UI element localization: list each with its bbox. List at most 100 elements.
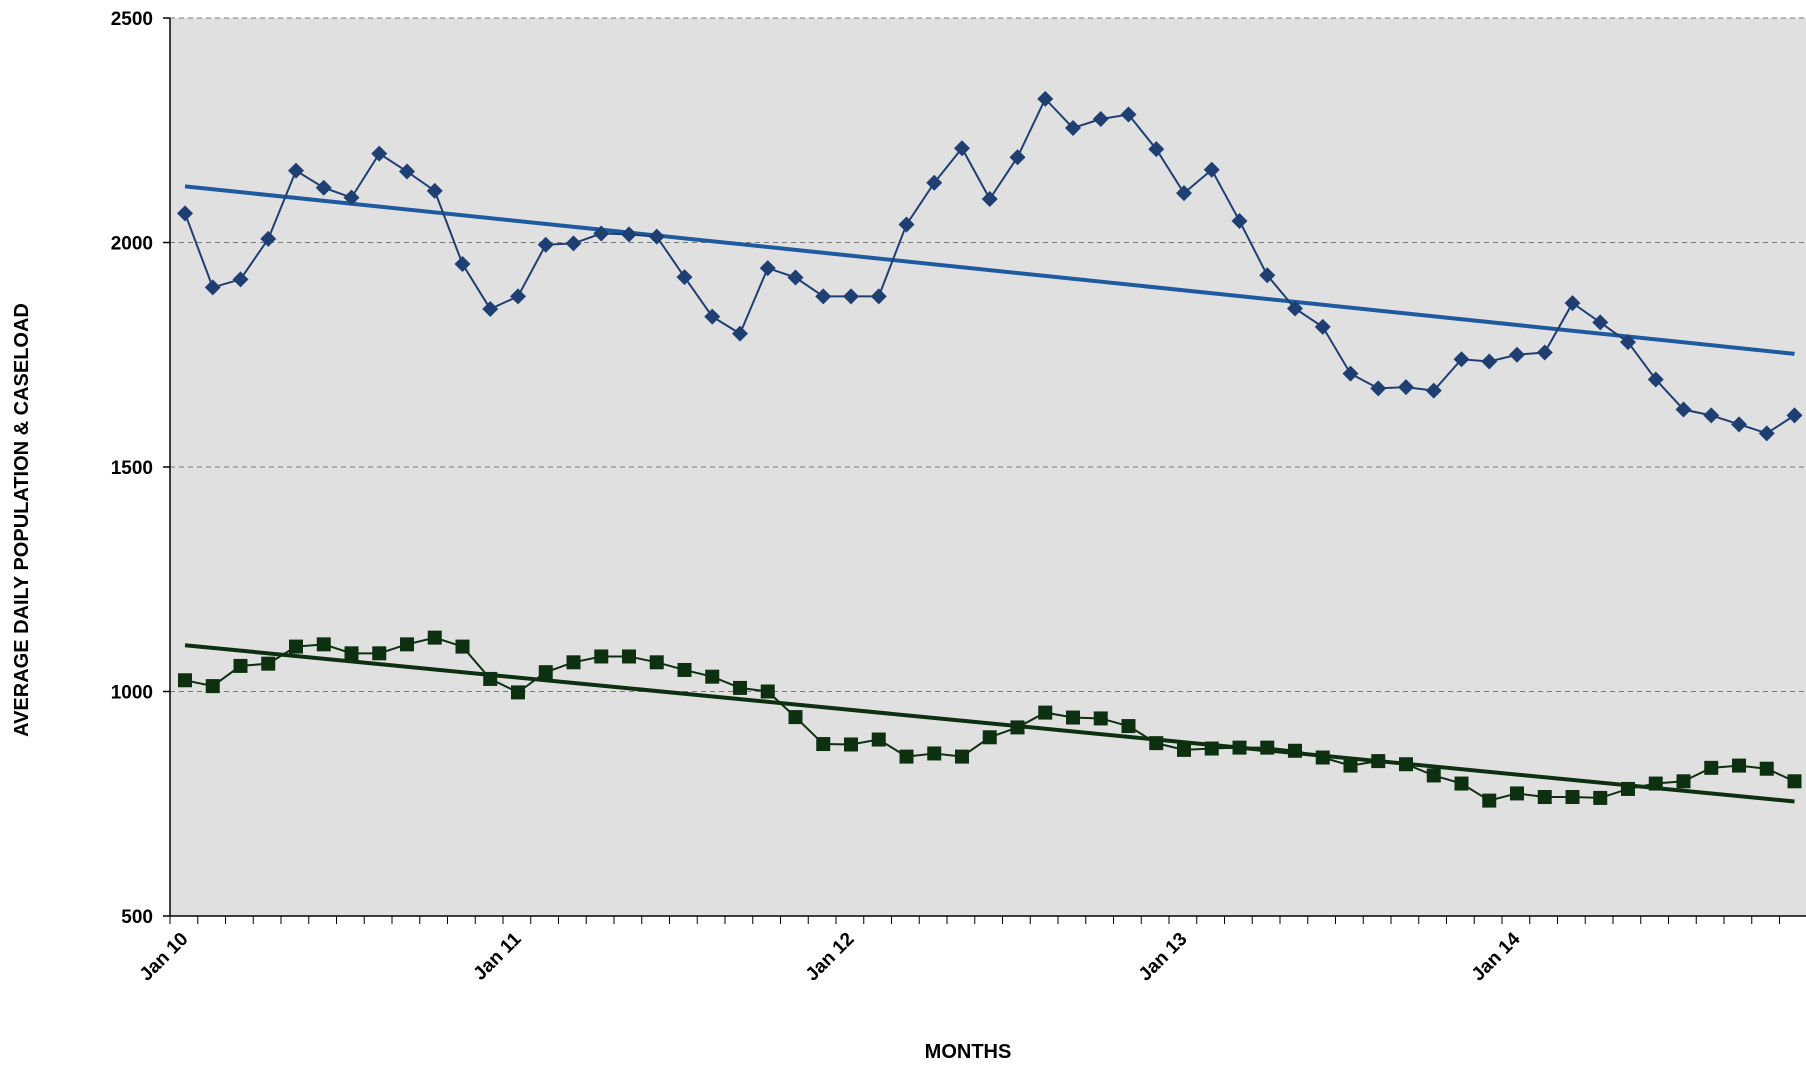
data-point <box>1676 774 1691 789</box>
data-series <box>177 90 1803 808</box>
data-point <box>898 216 915 233</box>
data-point <box>1315 750 1330 765</box>
data-point <box>343 189 360 206</box>
data-point <box>566 655 581 670</box>
data-point <box>315 179 332 196</box>
data-point <box>1177 742 1191 757</box>
data-point <box>1287 300 1303 317</box>
data-point <box>1453 351 1470 368</box>
data-point <box>1037 90 1054 107</box>
data-point <box>372 646 387 661</box>
data-point <box>1342 365 1359 382</box>
data-point <box>1121 719 1136 734</box>
x-axis-ticks: Jan 10 Jan 11 Jan 12 Jan 13 Jan 14 <box>136 916 1780 985</box>
data-point <box>455 639 470 654</box>
data-point <box>400 637 414 652</box>
data-point <box>1370 380 1387 397</box>
data-point <box>205 679 220 694</box>
data-point <box>1509 346 1525 363</box>
data-point <box>677 662 692 677</box>
y-axis-ticks: 500 1000 1500 2000 2500 <box>111 9 170 928</box>
data-point <box>1731 416 1747 433</box>
data-point <box>1703 407 1720 424</box>
data-point <box>760 684 775 699</box>
data-point <box>593 225 610 242</box>
data-point <box>565 235 582 252</box>
trendlines <box>184 184 1795 804</box>
data-point <box>954 140 970 157</box>
data-point <box>815 288 832 305</box>
data-point <box>621 226 637 243</box>
data-point <box>232 271 249 288</box>
data-point <box>1260 740 1275 755</box>
y-tick-label: 1000 <box>111 683 153 704</box>
data-point <box>1732 758 1746 773</box>
data-point <box>1565 790 1580 805</box>
data-point <box>1232 740 1247 755</box>
data-point <box>1647 371 1664 388</box>
x-tick-label: Jan 12 <box>802 929 859 986</box>
data-point <box>426 182 443 199</box>
data-point <box>1038 705 1053 720</box>
data-point <box>1675 401 1692 418</box>
data-point <box>787 269 804 286</box>
data-point <box>538 665 553 680</box>
data-point <box>759 260 776 277</box>
data-point <box>204 279 221 296</box>
data-point <box>1009 149 1026 166</box>
y-tick-label: 500 <box>121 907 153 928</box>
data-point <box>594 649 609 664</box>
y-tick-label: 2500 <box>111 9 153 30</box>
y-tick-label: 1500 <box>111 458 153 479</box>
data-point <box>178 673 192 688</box>
series-1 <box>177 90 1803 442</box>
data-point <box>1592 314 1609 331</box>
data-point <box>1343 758 1358 773</box>
gridlines <box>170 17 1806 692</box>
data-point <box>1092 111 1109 128</box>
data-point <box>982 730 997 745</box>
data-point <box>371 145 388 162</box>
data-point <box>399 163 415 180</box>
data-point <box>733 680 747 695</box>
data-point <box>649 655 664 670</box>
data-point <box>1398 379 1414 396</box>
data-point <box>1537 790 1552 805</box>
data-point <box>1176 185 1192 202</box>
trendline <box>184 643 1795 804</box>
data-point <box>1203 161 1220 178</box>
data-point <box>288 162 304 179</box>
series-2 <box>178 630 1802 808</box>
data-point <box>177 205 193 222</box>
data-point <box>1426 768 1441 783</box>
data-point <box>454 256 471 273</box>
data-point <box>1093 711 1108 726</box>
data-point <box>510 288 526 305</box>
y-tick-label: 2000 <box>111 234 153 255</box>
data-point <box>233 658 248 673</box>
data-point <box>1482 793 1497 808</box>
data-point <box>981 190 998 207</box>
data-point <box>871 732 886 747</box>
data-point <box>788 710 803 725</box>
data-point <box>1621 781 1635 796</box>
y-axis-label: AVERAGE DAILY POPULATION & CASELOAD <box>11 303 33 737</box>
data-point <box>1010 720 1025 735</box>
data-point <box>1510 786 1524 801</box>
data-point <box>1787 774 1802 789</box>
data-point <box>511 685 525 700</box>
data-point <box>1593 790 1608 805</box>
data-point <box>1564 295 1581 312</box>
data-point <box>1536 344 1553 361</box>
data-point <box>1120 106 1137 123</box>
data-point <box>427 630 442 645</box>
data-point <box>1481 353 1498 370</box>
data-point <box>1204 741 1219 756</box>
data-point <box>1620 334 1636 351</box>
data-point <box>899 749 914 764</box>
data-point <box>1759 761 1774 776</box>
x-tick-label: Jan 11 <box>470 928 526 984</box>
data-point <box>704 308 721 325</box>
data-point <box>1786 407 1803 424</box>
